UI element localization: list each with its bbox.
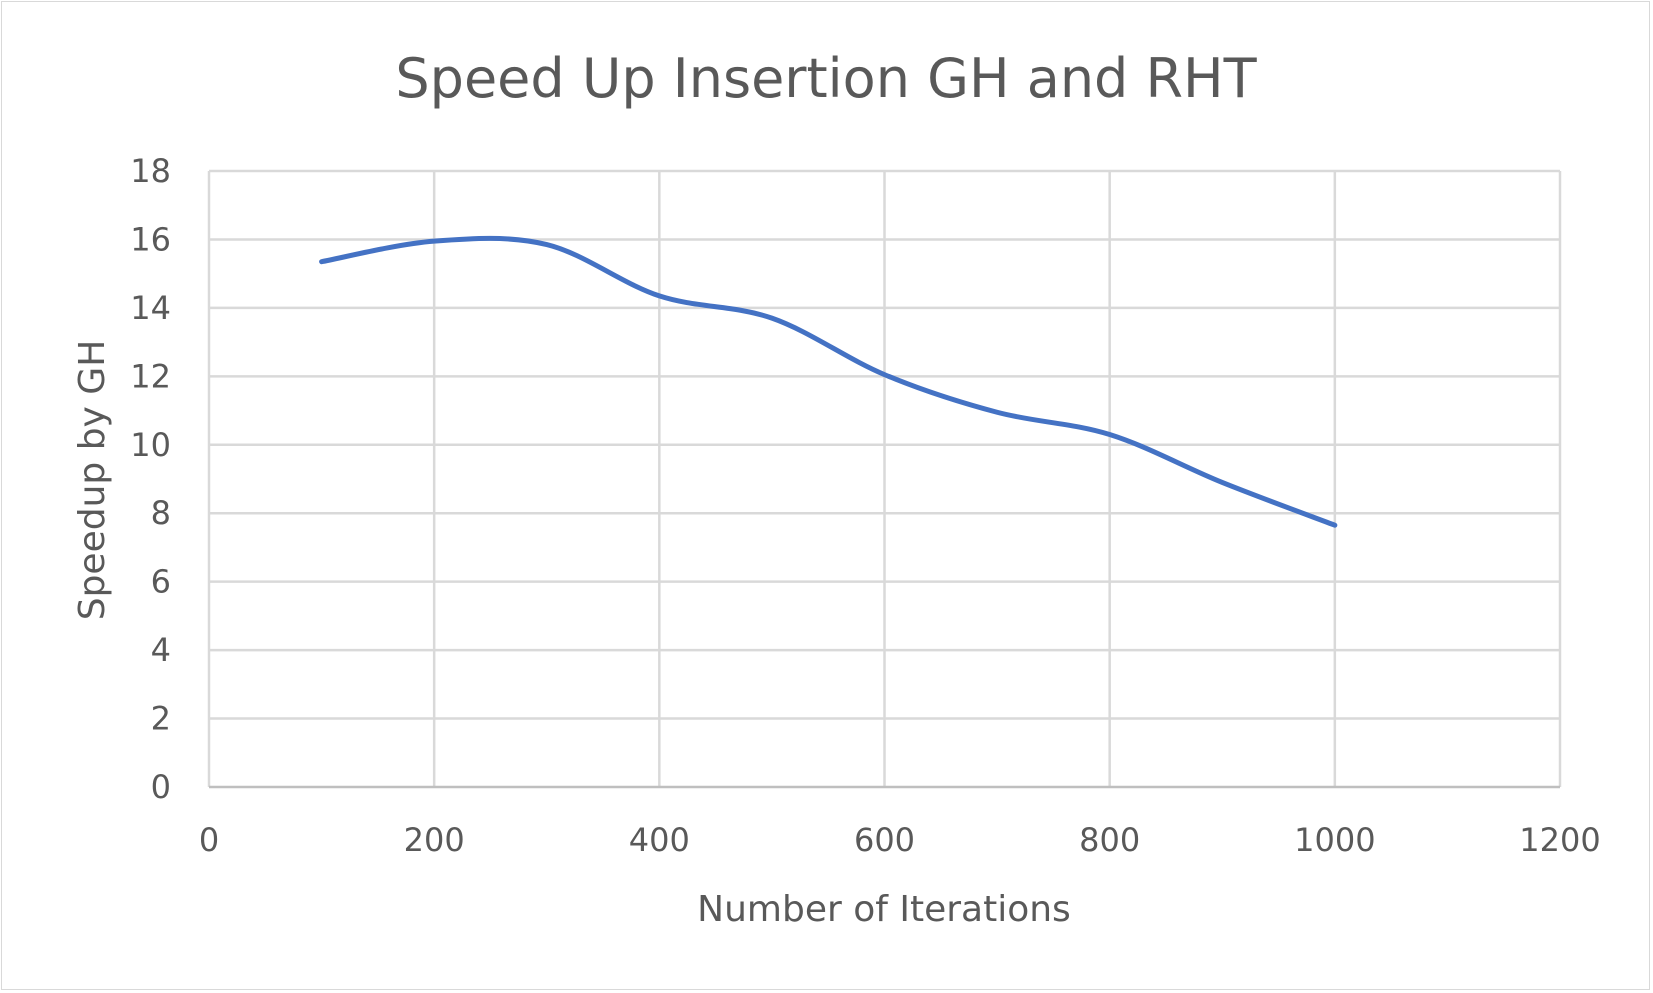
x-tick-label: 600 — [854, 821, 915, 859]
x-tick-label: 1000 — [1294, 821, 1375, 859]
y-tick-label: 0 — [151, 768, 171, 806]
x-axis-title: Number of Iterations — [697, 889, 1071, 930]
y-tick-label: 12 — [130, 357, 171, 395]
y-tick-label: 6 — [151, 563, 171, 601]
series-line-0 — [319, 235, 1338, 528]
x-tick-label: 200 — [404, 821, 465, 859]
y-tick-label: 10 — [130, 426, 171, 464]
chart-title: Speed Up Insertion GH and RHT — [395, 47, 1257, 110]
y-tick-label: 16 — [130, 220, 171, 258]
y-tick-label: 2 — [151, 700, 171, 738]
y-tick-label: 18 — [130, 152, 171, 190]
y-axis-title: Speedup by GH — [72, 340, 113, 621]
y-axis-tick-labels: 0 2 4 6 8 10 12 14 16 18 — [130, 152, 171, 806]
x-tick-label: 800 — [1079, 821, 1140, 859]
x-tick-label: 400 — [629, 821, 690, 859]
y-tick-label: 14 — [130, 289, 171, 327]
y-tick-label: 8 — [151, 494, 171, 532]
series-layer — [319, 235, 1338, 528]
y-tick-label: 4 — [151, 631, 171, 669]
x-axis-tick-labels: 0 200 400 600 800 1000 1200 — [199, 821, 1601, 859]
x-tick-label: 0 — [199, 821, 219, 859]
gridlines — [207, 169, 1562, 787]
x-tick-label: 1200 — [1519, 821, 1600, 859]
